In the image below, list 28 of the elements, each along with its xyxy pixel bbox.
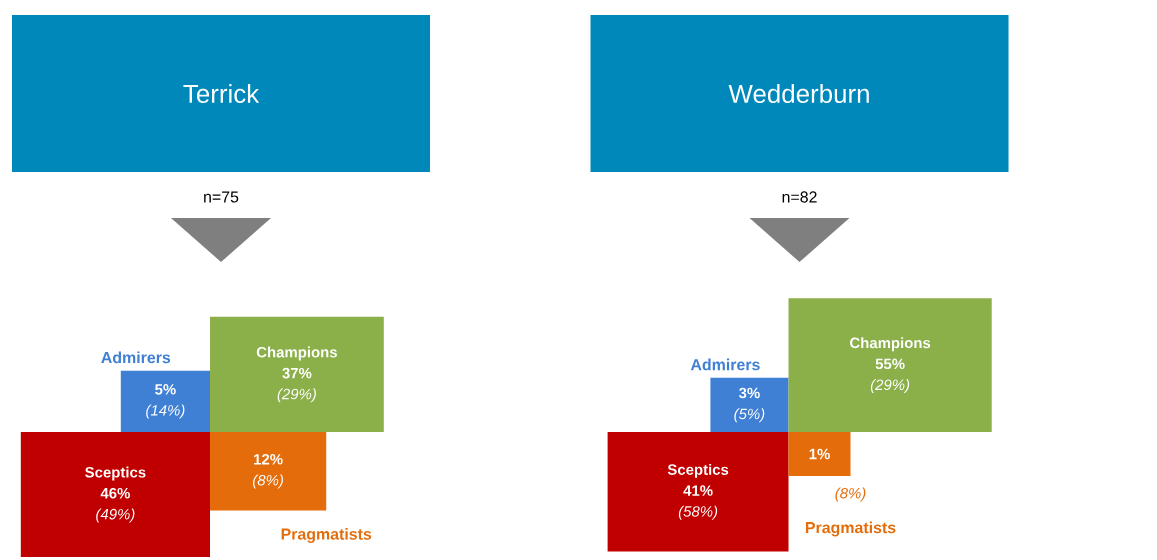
data-label: (29%) [277,388,316,403]
data-label: 1% [809,448,830,460]
data-label: (5%) [734,408,765,423]
category-label: Pragmatists [805,521,896,537]
data-label: 55% [875,358,905,370]
data-label: 37% [282,367,312,379]
category-label: Champions [850,337,931,352]
data-label: 3% [738,387,760,399]
category-label: Champions [256,346,337,361]
category-label: Pragmatists [281,528,372,543]
data-label: 41% [683,485,713,496]
data-label: 46% [100,487,130,499]
data-label: (14%) [146,404,185,419]
data-label: (29%) [870,379,910,393]
data-label: (8%) [253,474,283,489]
text: Terrick [183,84,260,104]
text: n=75 [204,191,239,203]
data-label: 12% [254,453,283,465]
data-label: (8%) [835,487,866,502]
data-label: 5% [155,384,176,395]
data-label: (49%) [96,508,135,523]
data-label: (58%) [678,505,718,520]
category-label: Sceptics [85,466,146,481]
category-label: Admirers [101,351,171,364]
category-label: Admirers [690,358,760,371]
category-label: Sceptics [667,463,729,478]
text: Wedderburn [728,84,869,104]
text: n=82 [782,191,817,203]
